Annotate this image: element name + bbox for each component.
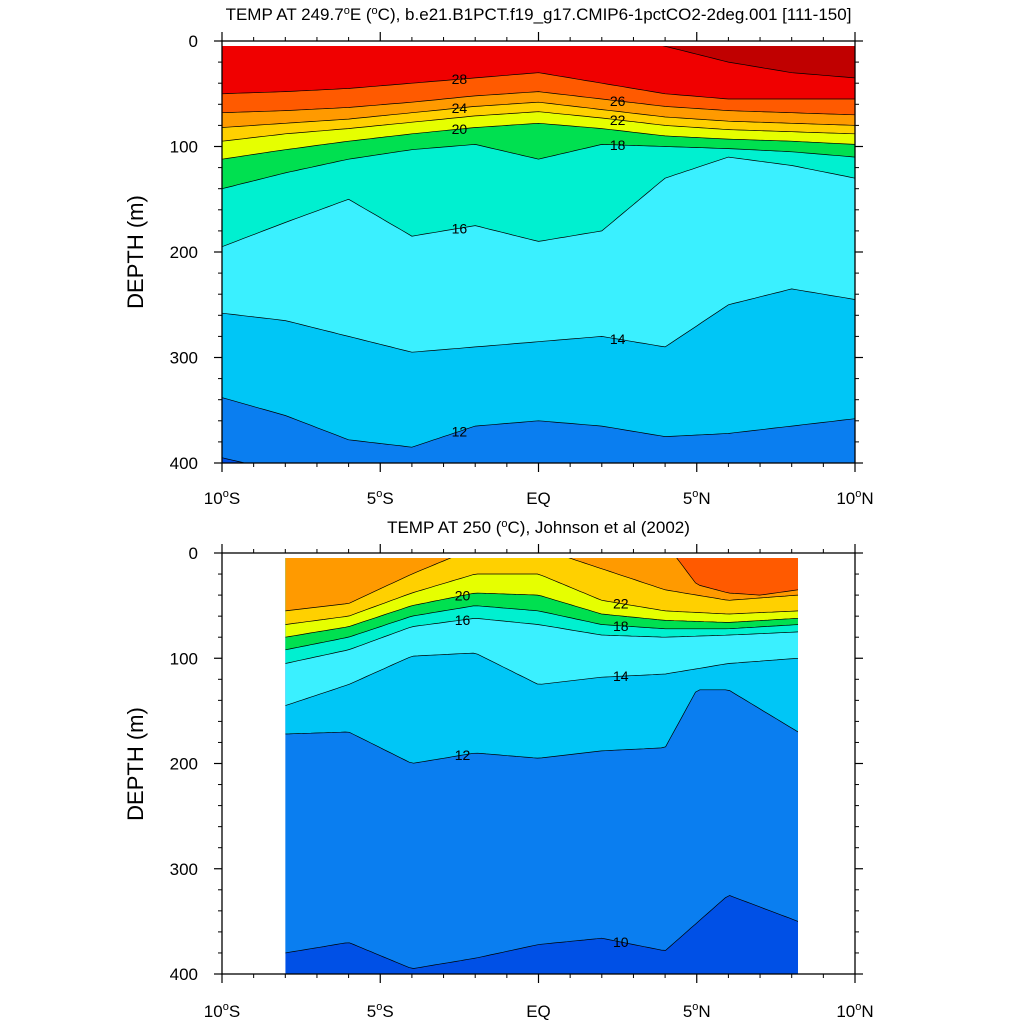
x-tick-label: EQ: [526, 489, 551, 508]
contour-label: 10: [613, 934, 629, 950]
contour-fill-area: 22 20 18 16 14 12 10: [285, 558, 799, 974]
contour-label: 16: [452, 220, 468, 236]
isotherm-14: [285, 652, 799, 706]
isotherm-26: [676, 558, 799, 596]
y-tick-label: 300: [170, 349, 198, 368]
fill-band-26: [676, 558, 799, 596]
x-tick-label: 10oS: [204, 1001, 240, 1021]
isotherm-22: [222, 111, 855, 142]
y-tick-label: 400: [170, 965, 198, 984]
x-tick-label: 10oS: [204, 488, 240, 508]
isotherm-30: [662, 46, 855, 79]
isotherm-16: [285, 618, 799, 664]
chart-title: TEMP AT 249.7oE (oC), b.e21.B1PCT.f19_g1…: [226, 5, 852, 24]
y-tick-label: 100: [170, 138, 198, 157]
y-tick-label: 400: [170, 454, 198, 473]
fill-band-24: [285, 558, 799, 611]
contour-fill-area: 28 26 24 22 20 18 16 14 12: [222, 46, 855, 463]
x-tick-label: 5oS: [367, 1001, 394, 1021]
contour-label: 22: [613, 596, 629, 612]
x-tick-label: EQ: [526, 1002, 551, 1021]
y-tick-label: 300: [170, 860, 198, 879]
isotherm-20: [222, 122, 855, 160]
isotherm-26: [222, 91, 855, 116]
x-tick-label: 5oS: [367, 488, 394, 508]
contour-label: 12: [452, 423, 468, 439]
isotherm-28: [222, 72, 855, 100]
y-tick-label: 200: [170, 243, 198, 262]
contour-label: 26: [610, 93, 626, 109]
chart-title: TEMP AT 250 (oC), Johnson et al (2002): [387, 518, 690, 537]
isotherm-18: [285, 605, 799, 651]
x-tick-label: 10oN: [836, 488, 873, 508]
contour-label: 12: [455, 747, 471, 763]
contour-label: 18: [610, 137, 626, 153]
panel-top: 28 26 24 22 20 18 16 14 12 0 100 200 300 400 10oS 5oS EQ…: [123, 5, 874, 508]
y-axis-label: DEPTH (m): [123, 195, 148, 309]
contour-label: 14: [613, 668, 629, 684]
contour-label: 28: [452, 71, 468, 87]
x-tick-label: 5oN: [683, 488, 711, 508]
isotherm-14: [222, 288, 855, 353]
isotherm-24: [285, 558, 799, 612]
contour-label: 24: [452, 100, 468, 116]
contour-label: 14: [610, 331, 626, 347]
y-tick-label: 200: [170, 755, 198, 774]
fill-band-30: [664, 46, 855, 78]
isotherm-12: [285, 689, 799, 764]
isotherm-22: [285, 573, 799, 625]
contour-label: 20: [452, 121, 468, 137]
x-tick-label: 10oN: [836, 1001, 873, 1021]
isotherm-20: [285, 592, 799, 638]
y-tick-label: 100: [170, 649, 198, 668]
y-axis-label: DEPTH (m): [123, 707, 148, 821]
isotherm-16: [222, 156, 855, 248]
contour-label: 20: [455, 588, 471, 604]
isotherm-12: [222, 397, 855, 448]
y-tick-label: 0: [189, 32, 198, 51]
contour-label: 16: [455, 612, 471, 628]
contour-label: 22: [610, 112, 626, 128]
isotherm-18: [222, 144, 855, 190]
isotherm-24: [222, 101, 855, 128]
contour-label: 18: [613, 618, 629, 634]
x-tick-label: 5oN: [683, 1001, 711, 1021]
isotherm-10: [285, 895, 799, 969]
y-tick-label: 0: [189, 544, 198, 563]
